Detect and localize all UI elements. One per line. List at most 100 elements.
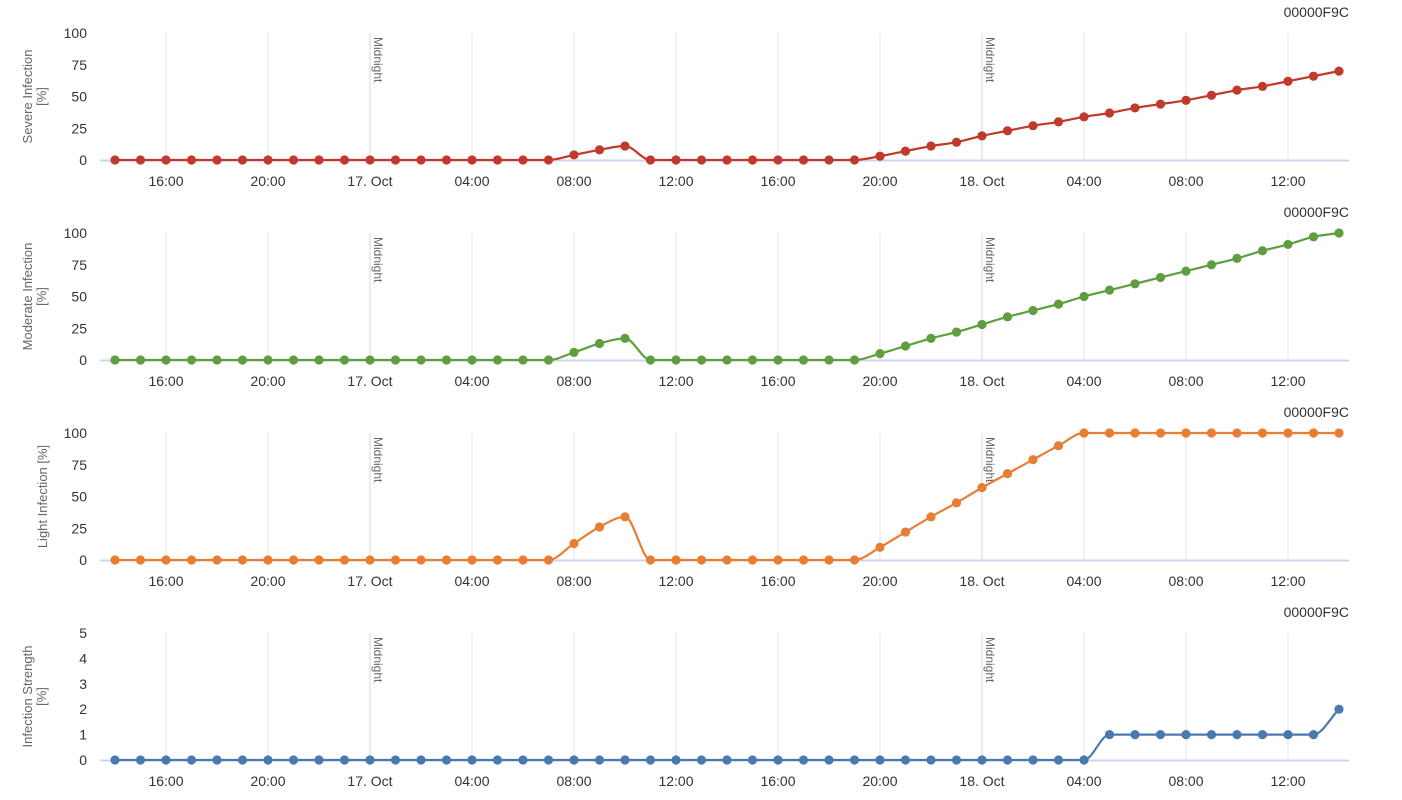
data-point — [314, 755, 324, 765]
data-point — [671, 755, 681, 765]
data-point — [288, 155, 299, 165]
data-point — [1181, 730, 1191, 740]
data-point — [645, 755, 656, 765]
series-line — [114, 708, 1340, 762]
data-point — [288, 355, 299, 365]
data-point — [467, 155, 477, 165]
data-point — [263, 755, 273, 765]
midnight-label: Midnight — [983, 37, 997, 83]
data-point — [1104, 108, 1115, 118]
data-point — [722, 355, 732, 365]
data-point — [543, 355, 554, 365]
y-tick-label: 0 — [79, 552, 87, 568]
x-tick-label: 12:00 — [1270, 373, 1305, 389]
data-point — [518, 155, 528, 165]
data-point — [1053, 441, 1064, 451]
data-point — [1104, 730, 1115, 740]
x-tick-label: 17. Oct — [347, 173, 392, 189]
y-tick-label: 100 — [64, 225, 88, 241]
data-point — [1334, 228, 1344, 238]
data-point — [492, 155, 503, 165]
data-point — [441, 555, 452, 565]
data-point — [671, 355, 681, 365]
data-point — [722, 755, 732, 765]
data-point — [1002, 312, 1013, 322]
panel-light-infection: Midnight Midnight 16:00 20:00 17. Oct 04:00 08… — [0, 400, 1402, 600]
x-tick-label: 18. Oct — [959, 173, 1004, 189]
data-point — [314, 155, 324, 165]
data-point — [186, 355, 197, 365]
data-point — [798, 355, 809, 365]
data-point — [110, 355, 120, 365]
series-points — [110, 428, 1344, 565]
x-tick-label: 04:00 — [454, 773, 489, 789]
y-axis-title: [%] — [34, 87, 49, 106]
grid-lines — [165, 633, 1289, 760]
x-tick-label: 12:00 — [658, 173, 693, 189]
series-line — [114, 431, 1339, 562]
data-point — [288, 555, 299, 565]
data-point — [926, 755, 936, 765]
y-tick-label: 0 — [79, 752, 87, 768]
data-point — [620, 755, 630, 765]
data-point — [365, 355, 375, 365]
data-point — [875, 151, 885, 161]
data-point — [1130, 103, 1140, 113]
y-tick-label: 3 — [79, 676, 87, 692]
x-tick-label: 04:00 — [454, 173, 489, 189]
data-point — [696, 155, 707, 165]
data-point — [977, 319, 987, 330]
x-tick-label: 20:00 — [862, 173, 897, 189]
data-point — [1130, 730, 1140, 740]
data-point — [1002, 469, 1013, 479]
data-point — [416, 355, 426, 365]
y-tick-label: 75 — [71, 257, 87, 273]
data-point — [1257, 428, 1268, 438]
data-point — [1232, 428, 1242, 438]
data-point — [339, 555, 350, 565]
light-infection-chart: Midnight Midnight 16:00 20:00 17. Oct 04:00 08… — [35, 404, 1349, 589]
data-point — [1053, 299, 1064, 309]
data-point — [543, 155, 554, 165]
data-point — [1308, 730, 1319, 740]
data-point — [135, 555, 146, 565]
data-point — [1257, 246, 1268, 256]
severe-infection-chart: Midnight Midnight 16:00 20:00 17. Oct 04:00 08… — [20, 4, 1349, 189]
data-point — [161, 555, 171, 565]
data-point — [1206, 260, 1217, 270]
y-axis-title: Light Infection [%] — [35, 445, 50, 548]
data-point — [135, 755, 146, 765]
data-point — [1028, 755, 1038, 765]
midnight-label: Midnight — [371, 37, 385, 83]
data-point — [1308, 232, 1319, 242]
data-point — [390, 155, 401, 165]
data-point — [186, 555, 197, 565]
moderate-infection-chart: Midnight Midnight 16:00 20:00 17. Oct 04:00 08… — [20, 204, 1349, 389]
x-tick-label: 20:00 — [862, 773, 897, 789]
x-tick-label: 16:00 — [148, 373, 183, 389]
data-point — [441, 355, 452, 365]
data-point — [467, 355, 477, 365]
data-point — [569, 347, 579, 357]
data-point — [110, 555, 120, 565]
y-tick-label: 50 — [71, 289, 87, 305]
x-tick-label: 12:00 — [658, 373, 693, 389]
data-point — [212, 555, 222, 565]
data-point — [900, 755, 911, 765]
x-tick-label: 16:00 — [148, 173, 183, 189]
chart-id-label: 00000F9C — [1284, 4, 1349, 20]
y-tick-label: 0 — [79, 152, 87, 168]
data-point — [926, 333, 936, 344]
data-point — [161, 155, 171, 165]
data-point — [467, 755, 477, 765]
y-tick-label: 75 — [71, 57, 87, 73]
data-point — [773, 555, 783, 565]
y-tick-label: 100 — [64, 425, 88, 441]
x-tick-label: 04:00 — [1066, 373, 1101, 389]
series-line — [114, 70, 1340, 162]
x-tick-label: 08:00 — [556, 373, 591, 389]
x-tick-label: 08:00 — [1168, 573, 1203, 589]
data-point — [849, 155, 860, 165]
x-tick-label: 16:00 — [760, 173, 795, 189]
data-point — [1181, 428, 1191, 438]
